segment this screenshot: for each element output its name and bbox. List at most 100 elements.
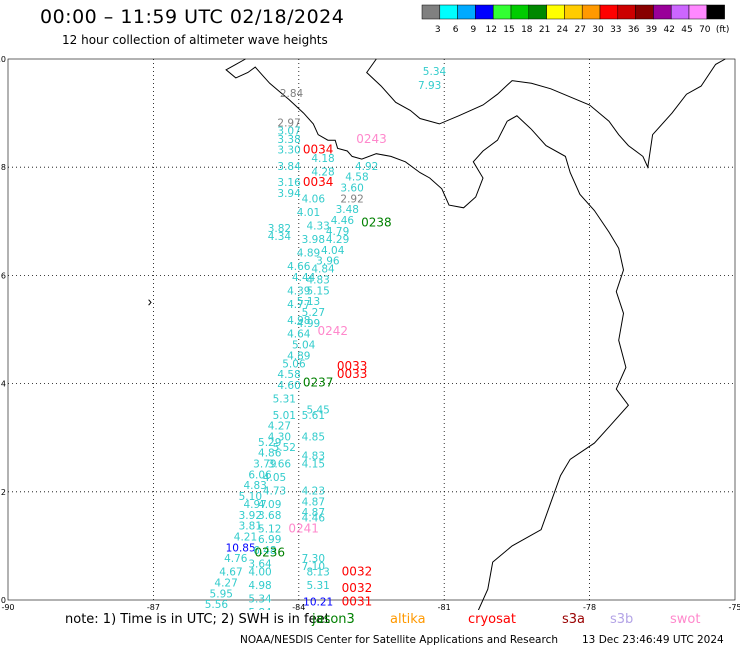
wave-height-point: 4.89 <box>287 350 310 362</box>
plot-frame <box>7 58 736 601</box>
generation-timestamp: 13 Dec 23:46:49 UTC 2024 <box>582 634 724 646</box>
wave-height-point: 4.58 <box>277 369 300 381</box>
wave-height-point: 4.66 <box>287 261 311 273</box>
satellite-legend-cryosat: cryosat <box>468 612 516 627</box>
pass-time-label: 0243 <box>356 132 387 146</box>
colorbar-label: 12 <box>485 25 496 35</box>
colorbar-label: 18 <box>521 25 533 35</box>
y-tick-label: 6 <box>1 271 6 280</box>
wave-height-point: 6.48 <box>253 545 276 557</box>
chart-title: 00:00 – 11:59 UTC 02/18/2024 <box>40 6 345 28</box>
wave-height-point: 4.86 <box>258 448 282 460</box>
colorbar-label: 39 <box>646 25 658 35</box>
wave-height-point: 5.31 <box>306 580 329 592</box>
legend-note: note: 1) Time is in UTC; 2) SWH is in fe… <box>65 612 330 627</box>
wave-height-point: 5.95 <box>210 588 233 600</box>
wave-height-point: 4.18 <box>311 153 334 165</box>
colorbar-label: 33 <box>610 25 621 35</box>
credit-line: NOAA/NESDIS Center for Satellite Applica… <box>240 634 558 646</box>
y-tick-label: 0 <box>1 596 6 605</box>
wave-height-point: 4.83 <box>306 275 329 287</box>
wave-height-point: 4.98 <box>248 580 271 592</box>
wave-height-point: 3.07 <box>277 126 300 138</box>
wave-height-point: 5.34 <box>423 66 447 78</box>
wave-height-point: 10.85 <box>226 542 256 554</box>
colorbar-label: 24 <box>557 25 569 35</box>
satellite-legend-s3b: s3b <box>610 612 634 627</box>
wave-height-point: 7.30 <box>302 553 325 565</box>
wave-height-point: 4.73 <box>263 486 286 498</box>
x-tick-label: -75 <box>728 603 740 610</box>
pass-time-label: 0032 <box>342 581 373 595</box>
wave-height-point: 3.16 <box>277 177 301 189</box>
pass-time-label: 0031 <box>342 594 373 608</box>
pass-time-label: 0034 <box>303 143 334 157</box>
y-tick-label: 4 <box>1 380 6 389</box>
colorbar-label: 15 <box>503 25 514 35</box>
island-outline <box>148 299 152 306</box>
wave-height-point: 3.81 <box>239 521 262 533</box>
x-tick-label: -87 <box>147 603 160 610</box>
colorbar-label: 6 <box>453 25 459 35</box>
colorbar-label: 70 <box>699 25 711 35</box>
wave-height-point: 4.83 <box>243 480 266 492</box>
wave-height-point: 4.21 <box>234 531 257 543</box>
wave-height-point: 4.00 <box>248 567 271 579</box>
colorbar-label: 30 <box>592 25 604 35</box>
wave-height-point: 2.84 <box>280 88 304 100</box>
colorbar-swatch <box>706 4 725 20</box>
wave-height-point: 4.34 <box>268 231 292 243</box>
wave-height-point: 4.33 <box>306 220 329 232</box>
chart-subtitle: 12 hour collection of altimeter wave hei… <box>62 33 328 47</box>
wave-height-point: 4.15 <box>302 458 325 470</box>
wave-height-point: 3.66 <box>268 458 292 470</box>
pass-time-label: 0242 <box>317 324 348 338</box>
wave-height-point: 4.76 <box>224 553 248 565</box>
wave-height-point: 5.52 <box>273 442 296 454</box>
satellite-legend-jason3: jason3 <box>312 612 355 627</box>
wave-height-point: 4.87 <box>302 507 325 519</box>
wave-height-point: 5.10 <box>239 491 262 503</box>
wave-height-point: 4.01 <box>297 207 320 219</box>
wave-height-point: 5.27 <box>302 307 325 319</box>
wave-height-point: 8.13 <box>306 567 329 579</box>
wave-height-point: 3.98 <box>302 234 325 246</box>
wave-height-point: 4.46 <box>302 513 326 525</box>
colorbar-label: 42 <box>663 25 674 35</box>
wave-height-point: 4.89 <box>297 247 320 259</box>
wave-height-point: 5.31 <box>273 394 296 406</box>
wave-height-point: 3.84 <box>277 161 301 173</box>
wave-height-point: 4.28 <box>311 166 334 178</box>
wave-height-point: 7.93 <box>418 80 441 92</box>
wave-height-point: 3.82 <box>268 223 291 235</box>
colorbar-label: (ft) <box>716 25 730 35</box>
wave-height-point: 4.30 <box>268 431 291 443</box>
wave-height-point: 4.29 <box>326 234 349 246</box>
wave-height-point: 4.77 <box>287 299 310 311</box>
pass-time-label: 0240 <box>279 608 310 610</box>
colorbar-label: 27 <box>574 25 585 35</box>
colorbar-label: 21 <box>539 25 550 35</box>
satellite-legend-s3a: s3a <box>562 612 586 627</box>
wave-height-point: 5.61 <box>302 410 325 422</box>
wave-height-point: 3.38 <box>277 134 300 146</box>
wave-height-point: 4.06 <box>302 193 326 205</box>
wave-height-point: 3.68 <box>258 510 281 522</box>
wave-height-point: 4.64 <box>287 329 311 341</box>
wave-height-point: 3.48 <box>336 204 359 216</box>
y-tick-label: 8 <box>1 163 6 172</box>
pass-time-label: 0235 <box>240 608 271 610</box>
wave-height-point: 4.87 <box>302 496 325 508</box>
wave-height-point: 5.84 <box>248 607 272 610</box>
wave-height-point: 4.04 <box>321 245 345 257</box>
pass-time-label: 0237 <box>303 375 334 389</box>
wave-height-point: 2.92 <box>340 193 363 205</box>
wave-height-point: 4.39 <box>287 285 310 297</box>
wave-height-point: 4.83 <box>302 450 325 462</box>
wave-height-point: 7.10 <box>302 561 325 573</box>
wave-height-point: 4.97 <box>243 499 266 511</box>
wave-height-point: 5.13 <box>297 296 320 308</box>
wave-height-point: 5.01 <box>273 410 296 422</box>
pass-time-label: 0033 <box>337 367 368 381</box>
wave-height-point: 4.60 <box>277 380 300 392</box>
